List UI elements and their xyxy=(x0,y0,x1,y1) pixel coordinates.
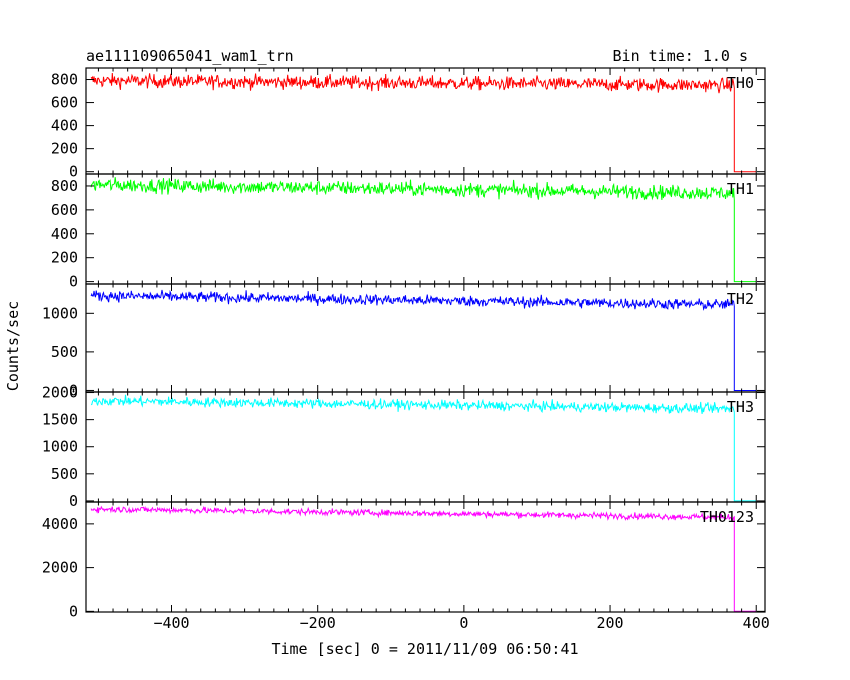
x-axis-label: Time [sec] 0 = 2011/11/09 06:50:41 xyxy=(271,640,578,658)
y-tick-label: 600 xyxy=(51,94,78,112)
panel-label-th0: TH0 xyxy=(727,74,754,92)
y-tick-label: 1500 xyxy=(42,411,78,429)
y-tick-label: 1000 xyxy=(42,438,78,456)
y-tick-label: 0 xyxy=(69,602,78,620)
y-tick-label: 400 xyxy=(51,225,78,243)
y-axis-label: Counts/sec xyxy=(4,301,22,391)
series-line-th2 xyxy=(90,289,757,391)
y-tick-label: 500 xyxy=(51,465,78,483)
series-line-th3 xyxy=(91,394,757,502)
y-tick-label: 1000 xyxy=(42,304,78,322)
panel-label-th3: TH3 xyxy=(727,398,754,416)
panel-frame-th0123 xyxy=(85,501,766,613)
y-tick-label: 2000 xyxy=(42,559,78,577)
bin-time-label: Bin time: 1.0 s xyxy=(613,47,748,65)
y-tick-label: 800 xyxy=(51,71,78,89)
y-tick-label: 0 xyxy=(69,492,78,510)
x-tick-label: 0 xyxy=(459,614,468,632)
y-tick-label: 200 xyxy=(51,249,78,267)
panels-group: 0 200 400 600 800 TH0 0 200 400 600 800 TH1 0 500 1000… xyxy=(42,67,770,632)
panel-frame-th2 xyxy=(85,283,766,393)
x-tick-label: −400 xyxy=(153,614,189,632)
chart-title: ae111109065041_wam1_trn xyxy=(86,47,294,65)
y-tick-label: 0 xyxy=(69,163,78,181)
y-tick-label: 2000 xyxy=(42,384,78,402)
panel-label-th1: TH1 xyxy=(727,180,754,198)
panel-label-th2: TH2 xyxy=(727,290,754,308)
y-tick-label: 4000 xyxy=(42,515,78,533)
y-tick-label: 400 xyxy=(51,117,78,135)
x-tick-label: 400 xyxy=(743,614,770,632)
y-tick-label: 800 xyxy=(51,177,78,195)
y-tick-label: 200 xyxy=(51,140,78,158)
series-line-th0123 xyxy=(90,505,757,612)
y-tick-label: 600 xyxy=(51,201,78,219)
y-tick-label: 0 xyxy=(69,273,78,291)
panel-label-th0123: TH0123 xyxy=(700,508,754,526)
series-line-th0 xyxy=(90,72,757,173)
x-tick-label: 200 xyxy=(597,614,624,632)
y-tick-label: 500 xyxy=(51,343,78,361)
y-tick-label: 0 xyxy=(69,381,78,399)
x-tick-label: −200 xyxy=(300,614,336,632)
series-line-th1 xyxy=(90,177,757,283)
